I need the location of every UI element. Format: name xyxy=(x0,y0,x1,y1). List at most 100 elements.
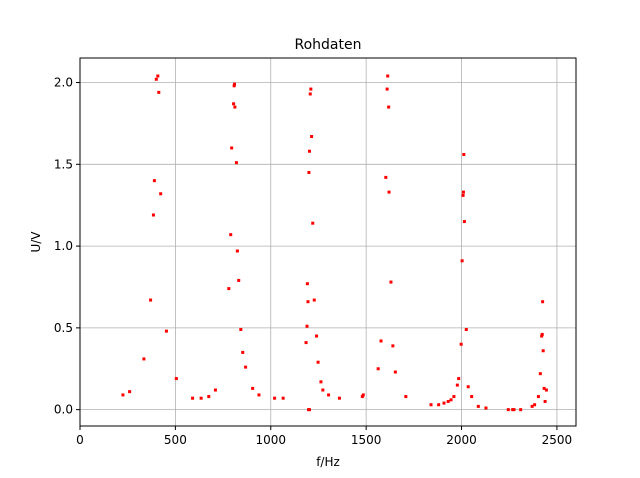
data-point xyxy=(541,349,545,353)
data-point xyxy=(404,395,408,399)
data-point xyxy=(164,329,168,333)
data-point xyxy=(464,328,468,332)
data-point xyxy=(512,408,516,412)
data-point xyxy=(304,341,308,345)
data-point xyxy=(232,84,236,88)
data-point xyxy=(476,404,480,408)
data-point xyxy=(461,193,465,197)
data-point xyxy=(281,396,285,400)
data-point xyxy=(257,393,261,397)
data-point xyxy=(305,324,309,328)
data-point xyxy=(533,403,537,407)
x-ticks-layer: 0 500 1000 1500 2000 2500 xyxy=(76,426,572,447)
data-point xyxy=(393,370,397,374)
data-point xyxy=(384,175,388,179)
data-point xyxy=(244,365,248,369)
x-tick-label: 1000 xyxy=(255,433,286,447)
x-tick-label: 1500 xyxy=(351,433,382,447)
data-point xyxy=(213,388,217,392)
data-point xyxy=(536,395,540,399)
data-point xyxy=(484,406,488,410)
data-point xyxy=(327,393,331,397)
data-point xyxy=(519,408,523,412)
data-point xyxy=(315,334,319,338)
data-point xyxy=(241,350,245,354)
data-point xyxy=(429,403,433,407)
data-point xyxy=(538,372,542,376)
data-point xyxy=(142,357,146,361)
data-point xyxy=(387,105,391,109)
data-point xyxy=(227,287,231,291)
y-ticks-layer: 0.0 0.5 1.0 1.5 2.0 xyxy=(54,76,80,417)
data-point xyxy=(154,77,158,81)
y-tick-label: 2.0 xyxy=(54,76,73,90)
data-point xyxy=(466,385,470,389)
data-point xyxy=(541,300,545,304)
data-point xyxy=(462,220,466,224)
data-point xyxy=(121,393,125,397)
data-point xyxy=(389,280,393,284)
y-tick-label: 0.0 xyxy=(54,403,73,417)
data-point xyxy=(321,388,325,392)
data-point xyxy=(446,399,450,403)
data-point xyxy=(542,386,546,390)
data-point xyxy=(152,179,156,183)
data-point xyxy=(309,87,313,91)
data-point xyxy=(310,135,314,139)
data-point xyxy=(386,74,390,78)
y-tick-label: 0.5 xyxy=(54,321,73,335)
data-point xyxy=(391,344,395,348)
data-point xyxy=(376,367,380,371)
data-point xyxy=(312,298,316,302)
data-point xyxy=(307,149,311,153)
data-point xyxy=(157,90,161,94)
data-point xyxy=(337,396,341,400)
data-point xyxy=(379,339,383,343)
data-point xyxy=(455,383,459,387)
data-point xyxy=(239,328,243,332)
data-point xyxy=(307,170,311,174)
data-point xyxy=(233,105,237,109)
chart-title: Rohdaten xyxy=(295,37,362,53)
data-point xyxy=(307,408,311,412)
y-tick-label: 1.5 xyxy=(54,157,73,171)
data-point xyxy=(311,221,315,225)
x-tick-label: 2500 xyxy=(542,433,573,447)
data-point xyxy=(232,102,236,106)
y-axis-label: U/V xyxy=(29,231,43,253)
data-points-layer xyxy=(121,74,548,412)
data-point xyxy=(251,386,255,390)
x-axis-label: f/Hz xyxy=(316,455,340,469)
data-point xyxy=(229,233,233,237)
data-point xyxy=(457,377,461,381)
grid-layer xyxy=(79,58,576,426)
data-point xyxy=(449,398,453,402)
data-point xyxy=(387,190,391,194)
data-point xyxy=(540,332,544,336)
data-point xyxy=(149,298,153,302)
plot-area-frame xyxy=(79,57,577,427)
data-point xyxy=(305,282,309,286)
data-point xyxy=(316,360,320,364)
data-point xyxy=(470,395,474,399)
y-tick-label: 1.0 xyxy=(54,239,73,253)
x-tick-label: 2000 xyxy=(446,433,477,447)
data-point xyxy=(540,334,544,338)
data-point xyxy=(543,399,547,403)
data-point xyxy=(207,395,211,399)
data-point xyxy=(452,395,456,399)
data-point xyxy=(174,377,178,381)
data-point xyxy=(230,146,234,150)
data-point xyxy=(462,152,466,156)
data-point xyxy=(506,408,510,412)
data-point xyxy=(319,380,323,384)
data-point xyxy=(544,388,548,392)
data-point xyxy=(151,213,155,217)
data-point xyxy=(191,396,195,400)
data-point xyxy=(234,161,238,165)
x-tick-label: 500 xyxy=(164,433,187,447)
data-point xyxy=(308,92,312,96)
data-point xyxy=(361,393,365,397)
